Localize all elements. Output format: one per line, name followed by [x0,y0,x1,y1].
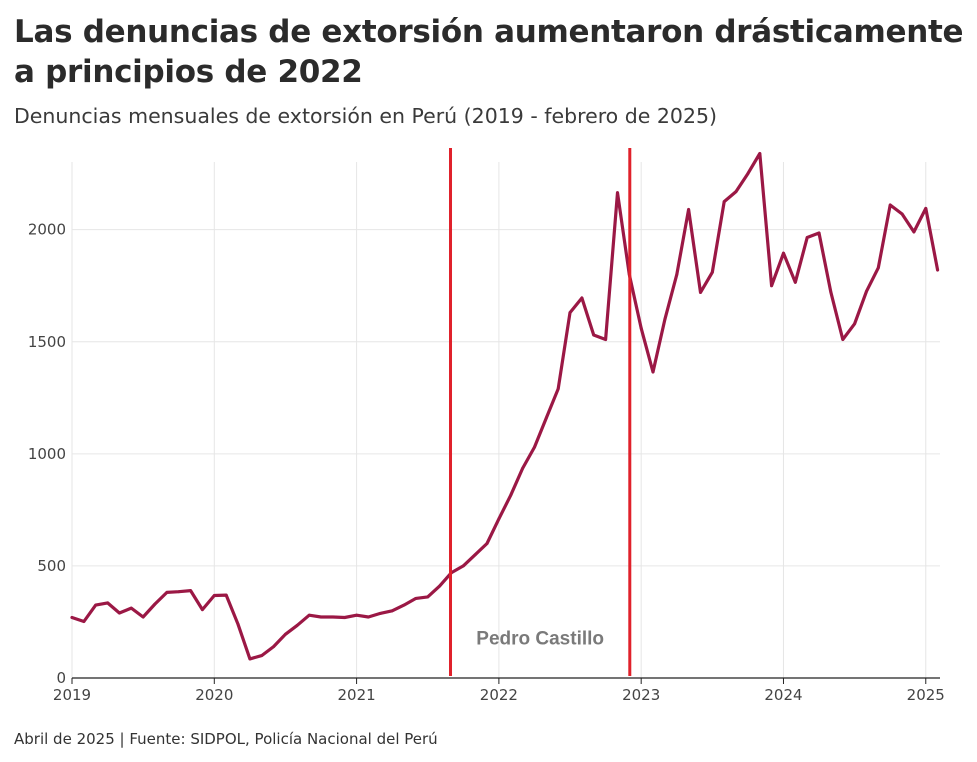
data-point [438,584,441,588]
data-point [295,623,299,627]
data-point [165,591,169,594]
x-tick-label-2020: 2020 [195,686,233,704]
data-point [319,615,323,619]
data-point [153,602,157,606]
data-point [817,231,821,235]
data-point [201,608,204,611]
data-point [106,601,109,605]
chart-subtitle: Denuncias mensuales de extorsión en Perú… [14,104,718,128]
data-point [722,200,726,204]
data-point [568,311,572,314]
data-point [367,615,370,619]
data-point [604,338,607,341]
data-point [580,296,584,300]
source-note: Abril de 2025 | Fuente: SIDPOL, Policía … [14,730,438,748]
data-point [236,622,240,626]
data-point [544,416,548,420]
data-point [260,654,264,657]
data-point [414,597,418,600]
data-point [556,387,560,391]
data-point [900,212,904,216]
data-point [888,203,892,207]
y-tick-label-1000: 1000 [28,445,66,463]
data-point [687,208,690,211]
y-tick-label-500: 500 [37,557,66,575]
x-tick-label-2022: 2022 [480,686,518,704]
data-point [651,370,655,374]
data-point [876,266,880,270]
chart-title: Las denuncias de extorsión aumentaron dr… [14,14,964,90]
data-point [129,606,133,610]
data-point [118,611,121,615]
data-point [378,612,382,615]
data-point [782,251,785,255]
annotations: Pedro Castillo [449,148,632,676]
data-point [82,620,86,623]
y-tick-label-0: 0 [56,669,66,687]
data-point [924,207,928,210]
data-point [355,613,358,617]
data-point [865,289,868,293]
data-point [746,172,750,176]
data-point [307,613,311,617]
x-tick-label-2025: 2025 [907,686,945,704]
grid-lines [71,162,940,679]
data-point [212,594,216,597]
data-point [509,493,513,497]
data-point [473,553,477,557]
data-point [189,589,193,592]
data-point [284,632,287,636]
data-point [639,326,643,330]
annotation-label-pedro-castillo: Pedro Castillo [476,628,604,649]
data-point [533,445,536,449]
data-point [141,615,145,619]
data-point [521,467,524,470]
data-point [770,284,773,288]
x-tick-label-2024: 2024 [764,686,802,704]
data-point [936,268,939,272]
data-point [592,333,596,337]
data-point [94,603,98,607]
data-point [710,270,714,274]
series-line-0 [70,151,940,661]
data-point [343,616,347,619]
data-point [272,645,275,648]
data-point [70,616,74,619]
data-point [426,595,430,599]
y-axis-tick-labels: 0 500 1000 1500 2000 [28,221,66,687]
x-tick-label-2021: 2021 [337,686,375,704]
data-point [616,191,619,195]
y-tick-label-2000: 2000 [28,221,66,239]
data-point [841,338,845,341]
data-point [390,609,394,613]
data-point [912,230,916,234]
data-point [663,317,667,321]
x-tick-label-2023: 2023 [622,686,660,704]
data-point [675,273,679,276]
y-tick-label-1500: 1500 [28,333,66,351]
data-point [177,590,181,594]
data-point [485,542,489,545]
x-tick-label-2019: 2019 [53,686,91,704]
data-point [331,615,335,619]
data-point [829,291,833,294]
data-point [248,657,252,661]
data-point [461,564,465,568]
data-point [805,236,809,239]
data-point [853,322,856,326]
data-point [734,190,738,194]
x-axis-tick-labels: 2019 2020 2021 2022 2023 2024 2025 [53,686,945,704]
series-layer [70,151,940,661]
data-point [402,603,406,607]
data-point [758,152,762,155]
x-axis-ticks [71,678,927,684]
data-point [793,280,797,284]
data-point [497,517,501,521]
data-point [699,291,702,294]
data-point [224,593,228,597]
